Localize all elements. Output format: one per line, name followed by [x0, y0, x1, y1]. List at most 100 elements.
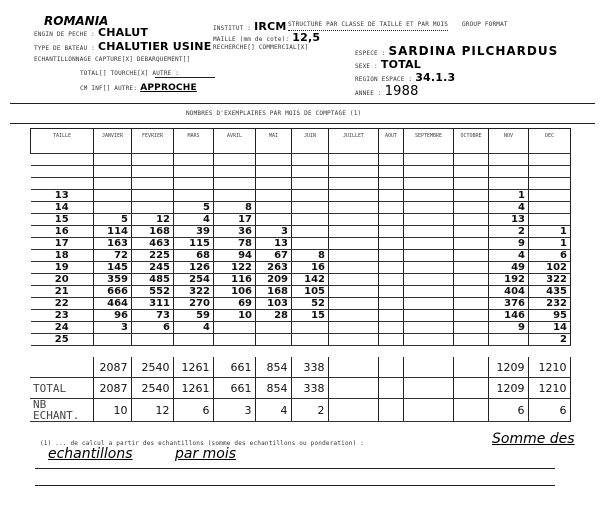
count-cell: 12 — [130, 398, 174, 422]
count-cell: 52 — [291, 297, 329, 310]
count-cell: 2540 — [130, 377, 174, 399]
totals-table: 2087 2540 1261 661 854 338 1209 1210 TOTAL 2087 25… — [30, 357, 571, 422]
count-cell — [453, 237, 489, 250]
count-cell: 1 — [488, 189, 529, 202]
vessel-field: TYPE DE BATEAU : CHALUTIER USINE — [34, 40, 211, 53]
count-cell — [131, 153, 174, 166]
count-cell: 1261 — [172, 377, 214, 399]
count-cell: 1209 — [487, 377, 529, 399]
count-cell — [402, 357, 454, 378]
count-cell — [453, 309, 489, 322]
count-cell — [403, 201, 454, 214]
row-label-cell: 14 — [30, 201, 94, 214]
count-cell: 6 — [172, 398, 214, 422]
count-cell: 12 — [131, 213, 174, 226]
count-cell: 661 — [212, 357, 256, 378]
row-label-cell: 13 — [30, 189, 94, 202]
count-cell: 102 — [528, 261, 571, 274]
count-cell: 122 — [213, 261, 256, 274]
count-cell — [378, 297, 404, 310]
count-cell — [291, 189, 329, 202]
count-cell — [378, 273, 404, 286]
table-row: 17 163 463 115 78 13 9 1 — [30, 237, 571, 250]
count-cell: 3 — [93, 321, 132, 334]
count-cell — [403, 297, 454, 310]
count-cell — [453, 273, 489, 286]
count-cell — [328, 309, 379, 322]
count-cell: 552 — [131, 285, 174, 298]
count-cell: 59 — [173, 309, 214, 322]
count-cell — [453, 153, 489, 166]
count-cell — [377, 377, 404, 399]
column-header: AVRIL — [213, 128, 256, 154]
count-cell: 8 — [291, 249, 329, 262]
count-cell — [213, 333, 256, 346]
count-cell — [93, 201, 132, 214]
count-cell: 2087 — [92, 357, 132, 378]
count-cell — [255, 189, 292, 202]
count-cell — [328, 189, 379, 202]
count-cell: 3 — [255, 225, 292, 238]
table-row: 19 145 245 126 122 263 16 49 102 — [30, 261, 571, 274]
count-cell — [453, 333, 489, 346]
table-row: 23 96 73 59 10 28 15 146 95 — [30, 309, 571, 322]
count-cell — [403, 333, 454, 346]
count-cell — [378, 285, 404, 298]
count-cell — [453, 165, 489, 178]
count-cell — [378, 333, 404, 346]
count-cell: 73 — [131, 309, 174, 322]
count-cell — [378, 261, 404, 274]
count-cell: 322 — [528, 273, 571, 286]
calc-answer-1: Somme des — [492, 431, 575, 447]
count-cell — [328, 333, 379, 346]
cm-label: CM INF[] AUTRE: — [80, 85, 138, 92]
count-cell — [131, 177, 174, 190]
count-cell: 4 — [173, 213, 214, 226]
count-cell — [173, 177, 214, 190]
count-cell — [327, 398, 379, 422]
header-row: TAILLE JANVIER FEVRIER MARS AVRIL MAI JUIN JUIL… — [30, 128, 571, 154]
vessel-label: TYPE DE BATEAU : — [34, 45, 95, 52]
count-cell — [453, 189, 489, 202]
count-cell: 115 — [173, 237, 214, 250]
count-cell — [327, 357, 379, 378]
count-cell — [173, 165, 214, 178]
count-cell: 94 — [213, 249, 256, 262]
count-cell: 209 — [255, 273, 292, 286]
count-cell: 96 — [93, 309, 132, 322]
sex-label: SEXE : — [355, 63, 378, 70]
count-cell: 69 — [213, 297, 256, 310]
table-row — [30, 153, 571, 166]
year-value: 1988 — [384, 84, 419, 99]
count-cell — [403, 309, 454, 322]
count-cell — [328, 321, 379, 334]
count-cell — [328, 249, 379, 262]
row-label-cell: NB ECHANT. — [30, 398, 94, 422]
count-cell: 4 — [488, 249, 529, 262]
count-cell — [131, 333, 174, 346]
count-cell — [403, 225, 454, 238]
count-cell: 376 — [488, 297, 529, 310]
count-cell — [403, 213, 454, 226]
gear-field: ENGIN DE PECHE : CHALUT — [34, 26, 148, 39]
count-cell: 95 — [528, 309, 571, 322]
count-cell: 270 — [173, 297, 214, 310]
count-cell — [131, 201, 174, 214]
institute-field: INSTITUT : IRCM — [213, 20, 287, 33]
count-cell — [213, 153, 256, 166]
row-label-cell: 22 — [30, 297, 94, 310]
row-label-cell: 15 — [30, 213, 94, 226]
count-cell — [528, 165, 571, 178]
count-cell — [452, 377, 489, 399]
count-cell: 1 — [528, 237, 571, 250]
count-cell — [255, 201, 292, 214]
count-cell: 245 — [131, 261, 174, 274]
count-cell: 78 — [213, 237, 256, 250]
count-cell — [328, 201, 379, 214]
count-cell — [378, 321, 404, 334]
year-label: ANNEE : — [355, 90, 382, 97]
form-title: STRUCTURE PAR CLASSE DE TAILLE ET PAR MO… — [288, 21, 449, 28]
institute-label: INSTITUT : — [213, 25, 252, 32]
row-label-cell: 20 — [30, 273, 94, 286]
count-cell: 6 — [487, 398, 529, 422]
